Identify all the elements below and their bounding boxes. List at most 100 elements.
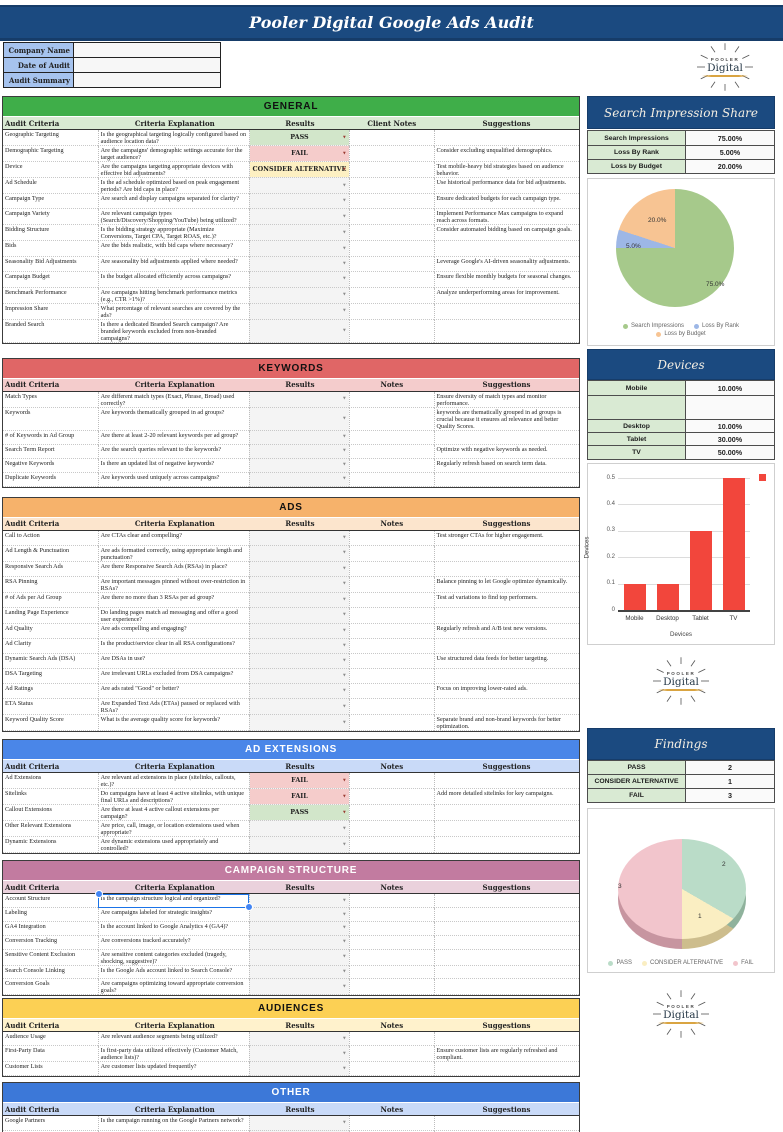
criteria-cell[interactable]: Conversion Tracking [3,936,98,950]
result-dropdown[interactable]: ▾ [249,894,349,909]
suggestion-cell[interactable] [433,561,579,577]
result-dropdown[interactable]: ▾ [249,287,349,304]
notes-cell[interactable] [348,949,434,966]
explanation-cell[interactable]: Are relevant ad extensions in place (sit… [97,773,250,790]
notes-cell[interactable] [348,391,434,408]
result-dropdown[interactable]: ▾ [249,623,349,639]
result-dropdown[interactable]: ▾ [249,241,349,257]
explanation-cell[interactable]: Are relevant campaign types (Search/Disc… [97,209,250,226]
criteria-cell[interactable]: Ad Length & Punctuation [3,546,98,562]
suggestion-cell[interactable]: Test ad variations to find top performer… [433,592,579,608]
findings-pie-chart[interactable]: 2 1 3 PASS CONSIDER ALTERNATIVE FAIL [587,808,775,973]
suggestion-cell[interactable] [433,430,579,445]
notes-cell[interactable] [348,241,434,257]
criteria-cell[interactable]: Callout Extensions [3,805,98,822]
criteria-cell[interactable]: Other Relevant Extensions [3,821,98,838]
criteria-cell[interactable]: Conversion Goals [3,979,98,996]
criteria-cell[interactable]: Bidding Structure [3,225,98,242]
notes-cell[interactable] [348,209,434,226]
result-dropdown[interactable]: ▾ [249,979,349,996]
result-dropdown[interactable]: ▾ [249,407,349,431]
notes-cell[interactable] [348,654,434,670]
notes-cell[interactable] [348,1046,434,1063]
result-dropdown[interactable]: ▾ [249,209,349,226]
notes-cell[interactable] [348,921,434,936]
result-dropdown[interactable]: ▾ [249,178,349,194]
criteria-cell[interactable]: Duplicate Keywords [3,473,98,487]
explanation-cell[interactable]: Are important messages pinned without ov… [97,576,250,593]
notes-cell[interactable] [348,178,434,194]
notes-cell[interactable] [348,684,434,700]
criteria-cell[interactable]: Campaign Variety [3,209,98,226]
criteria-cell[interactable]: Demographic Targeting [3,146,98,162]
notes-cell[interactable] [348,576,434,593]
criteria-cell[interactable]: Sensitive Content Exclusion [3,950,98,966]
explanation-cell[interactable]: Are ads rated "Good" or better? [97,684,250,700]
notes-cell[interactable] [348,837,434,854]
explanation-cell[interactable]: Are dynamic extensions used appropriatel… [97,837,250,854]
criteria-cell[interactable]: DSA Targeting [3,669,98,685]
info-field-value[interactable] [74,73,220,87]
explanation-cell[interactable]: Is there an updated list of negative key… [97,458,250,473]
result-dropdown[interactable]: ▾ [249,669,349,685]
result-dropdown[interactable]: ▾ [249,319,349,343]
explanation-cell[interactable]: Are DSAs in use? [97,654,250,670]
criteria-cell[interactable]: RSA Pinning [3,577,98,593]
result-dropdown[interactable]: ▾ [249,821,349,838]
suggestion-cell[interactable]: Ensure flexible monthly budgets for seas… [433,272,579,288]
devices-bar-chart[interactable]: 0 0.1 0.2 0.3 0.4 0.5 Mobile Desktop Tablet TV Dev… [584,463,775,645]
criteria-cell[interactable]: Match Types [3,392,98,408]
result-dropdown[interactable]: PASS ▾ [249,805,349,822]
notes-cell[interactable] [348,607,434,624]
result-dropdown[interactable]: ▾ [249,684,349,700]
explanation-cell[interactable]: Are the search queries relevant to the k… [97,444,250,459]
result-dropdown[interactable]: FAIL ▾ [249,789,349,806]
notes-cell[interactable] [348,935,434,950]
explanation-cell[interactable]: Is the product/service clear in all RSA … [97,638,250,655]
notes-cell[interactable] [348,592,434,608]
suggestion-cell[interactable] [433,908,579,922]
explanation-cell[interactable]: Are search and display campaigns separat… [97,194,250,210]
result-dropdown[interactable]: ▾ [249,592,349,608]
explanation-cell-selected[interactable]: Is the campaign structure logical and or… [94,890,254,911]
suggestion-cell[interactable]: Ensure diversity of match types and moni… [433,391,579,408]
suggestion-cell[interactable]: Separate brand and non-brand keywords fo… [433,715,579,732]
notes-cell[interactable] [348,979,434,996]
criteria-cell[interactable]: Landing Page Experience [3,608,98,624]
suggestion-cell[interactable] [433,1062,579,1077]
notes-cell[interactable] [348,194,434,210]
result-dropdown[interactable]: ▾ [249,472,349,487]
criteria-cell[interactable]: Geographic Targeting [3,130,98,146]
criteria-cell[interactable]: Keywords [3,408,98,431]
notes-cell[interactable] [348,303,434,320]
result-dropdown[interactable]: ▾ [249,908,349,922]
result-dropdown[interactable]: ▾ [249,837,349,854]
result-dropdown[interactable]: ▾ [249,545,349,562]
notes-cell[interactable] [348,287,434,304]
suggestion-cell[interactable] [433,979,579,996]
notes-cell[interactable] [348,530,434,546]
result-dropdown[interactable]: ▾ [249,715,349,732]
criteria-cell[interactable]: Seasonality Bid Adjustments [3,257,98,273]
explanation-cell[interactable]: Are seasonality bid adjustments applied … [97,256,250,273]
explanation-cell[interactable]: Are the bids realistic, with bid caps wh… [97,241,250,257]
explanation-cell[interactable]: Are there Responsive Search Ads (RSAs) i… [97,561,250,577]
explanation-cell[interactable]: Are conversions tracked accurately? [97,935,250,950]
criteria-cell[interactable]: Responsive Search Ads [3,562,98,577]
result-dropdown[interactable]: ▾ [249,1130,349,1132]
suggestion-cell[interactable] [433,949,579,966]
notes-cell[interactable] [348,225,434,242]
criteria-cell[interactable]: Ad Quality [3,624,98,639]
notes-cell[interactable] [348,1116,434,1131]
criteria-cell[interactable]: Impression Share [3,304,98,320]
explanation-cell[interactable]: Is there a dedicated Branded Search camp… [97,319,250,343]
explanation-cell[interactable]: Is the ad schedule optimized based on pe… [97,178,250,194]
result-dropdown[interactable]: ▾ [249,654,349,670]
explanation-cell[interactable]: Is the budget allocated efficiently acro… [97,272,250,288]
suggestion-cell[interactable]: keywords are thematically grouped in ad … [433,407,579,431]
suggestion-cell[interactable]: Optimize with negative keywords as neede… [433,444,579,459]
notes-cell[interactable] [348,272,434,288]
notes-cell[interactable] [348,821,434,838]
criteria-cell[interactable]: # of Ads per Ad Group [3,593,98,608]
explanation-cell[interactable]: Is first-party data utilized effectively… [97,1046,250,1063]
